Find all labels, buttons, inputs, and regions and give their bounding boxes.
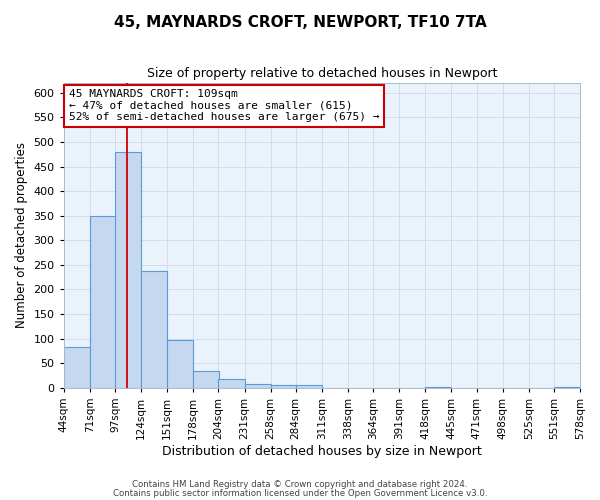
Y-axis label: Number of detached properties: Number of detached properties <box>15 142 28 328</box>
Bar <box>90 216 116 388</box>
X-axis label: Distribution of detached houses by size in Newport: Distribution of detached houses by size … <box>162 444 482 458</box>
Bar <box>296 386 322 388</box>
Bar <box>141 272 167 388</box>
Text: 45, MAYNARDS CROFT, NEWPORT, TF10 7TA: 45, MAYNARDS CROFT, NEWPORT, TF10 7TA <box>113 15 487 30</box>
Title: Size of property relative to detached houses in Newport: Size of property relative to detached ho… <box>146 68 497 80</box>
Text: 45 MAYNARDS CROFT: 109sqm
← 47% of detached houses are smaller (615)
52% of semi: 45 MAYNARDS CROFT: 109sqm ← 47% of detac… <box>69 89 379 122</box>
Bar <box>271 386 297 388</box>
Bar <box>245 384 271 388</box>
Bar <box>64 347 90 388</box>
Text: Contains public sector information licensed under the Open Government Licence v3: Contains public sector information licen… <box>113 489 487 498</box>
Bar <box>167 340 193 388</box>
Bar <box>218 379 245 388</box>
Bar <box>115 152 141 388</box>
Bar <box>193 370 220 388</box>
Text: Contains HM Land Registry data © Crown copyright and database right 2024.: Contains HM Land Registry data © Crown c… <box>132 480 468 489</box>
